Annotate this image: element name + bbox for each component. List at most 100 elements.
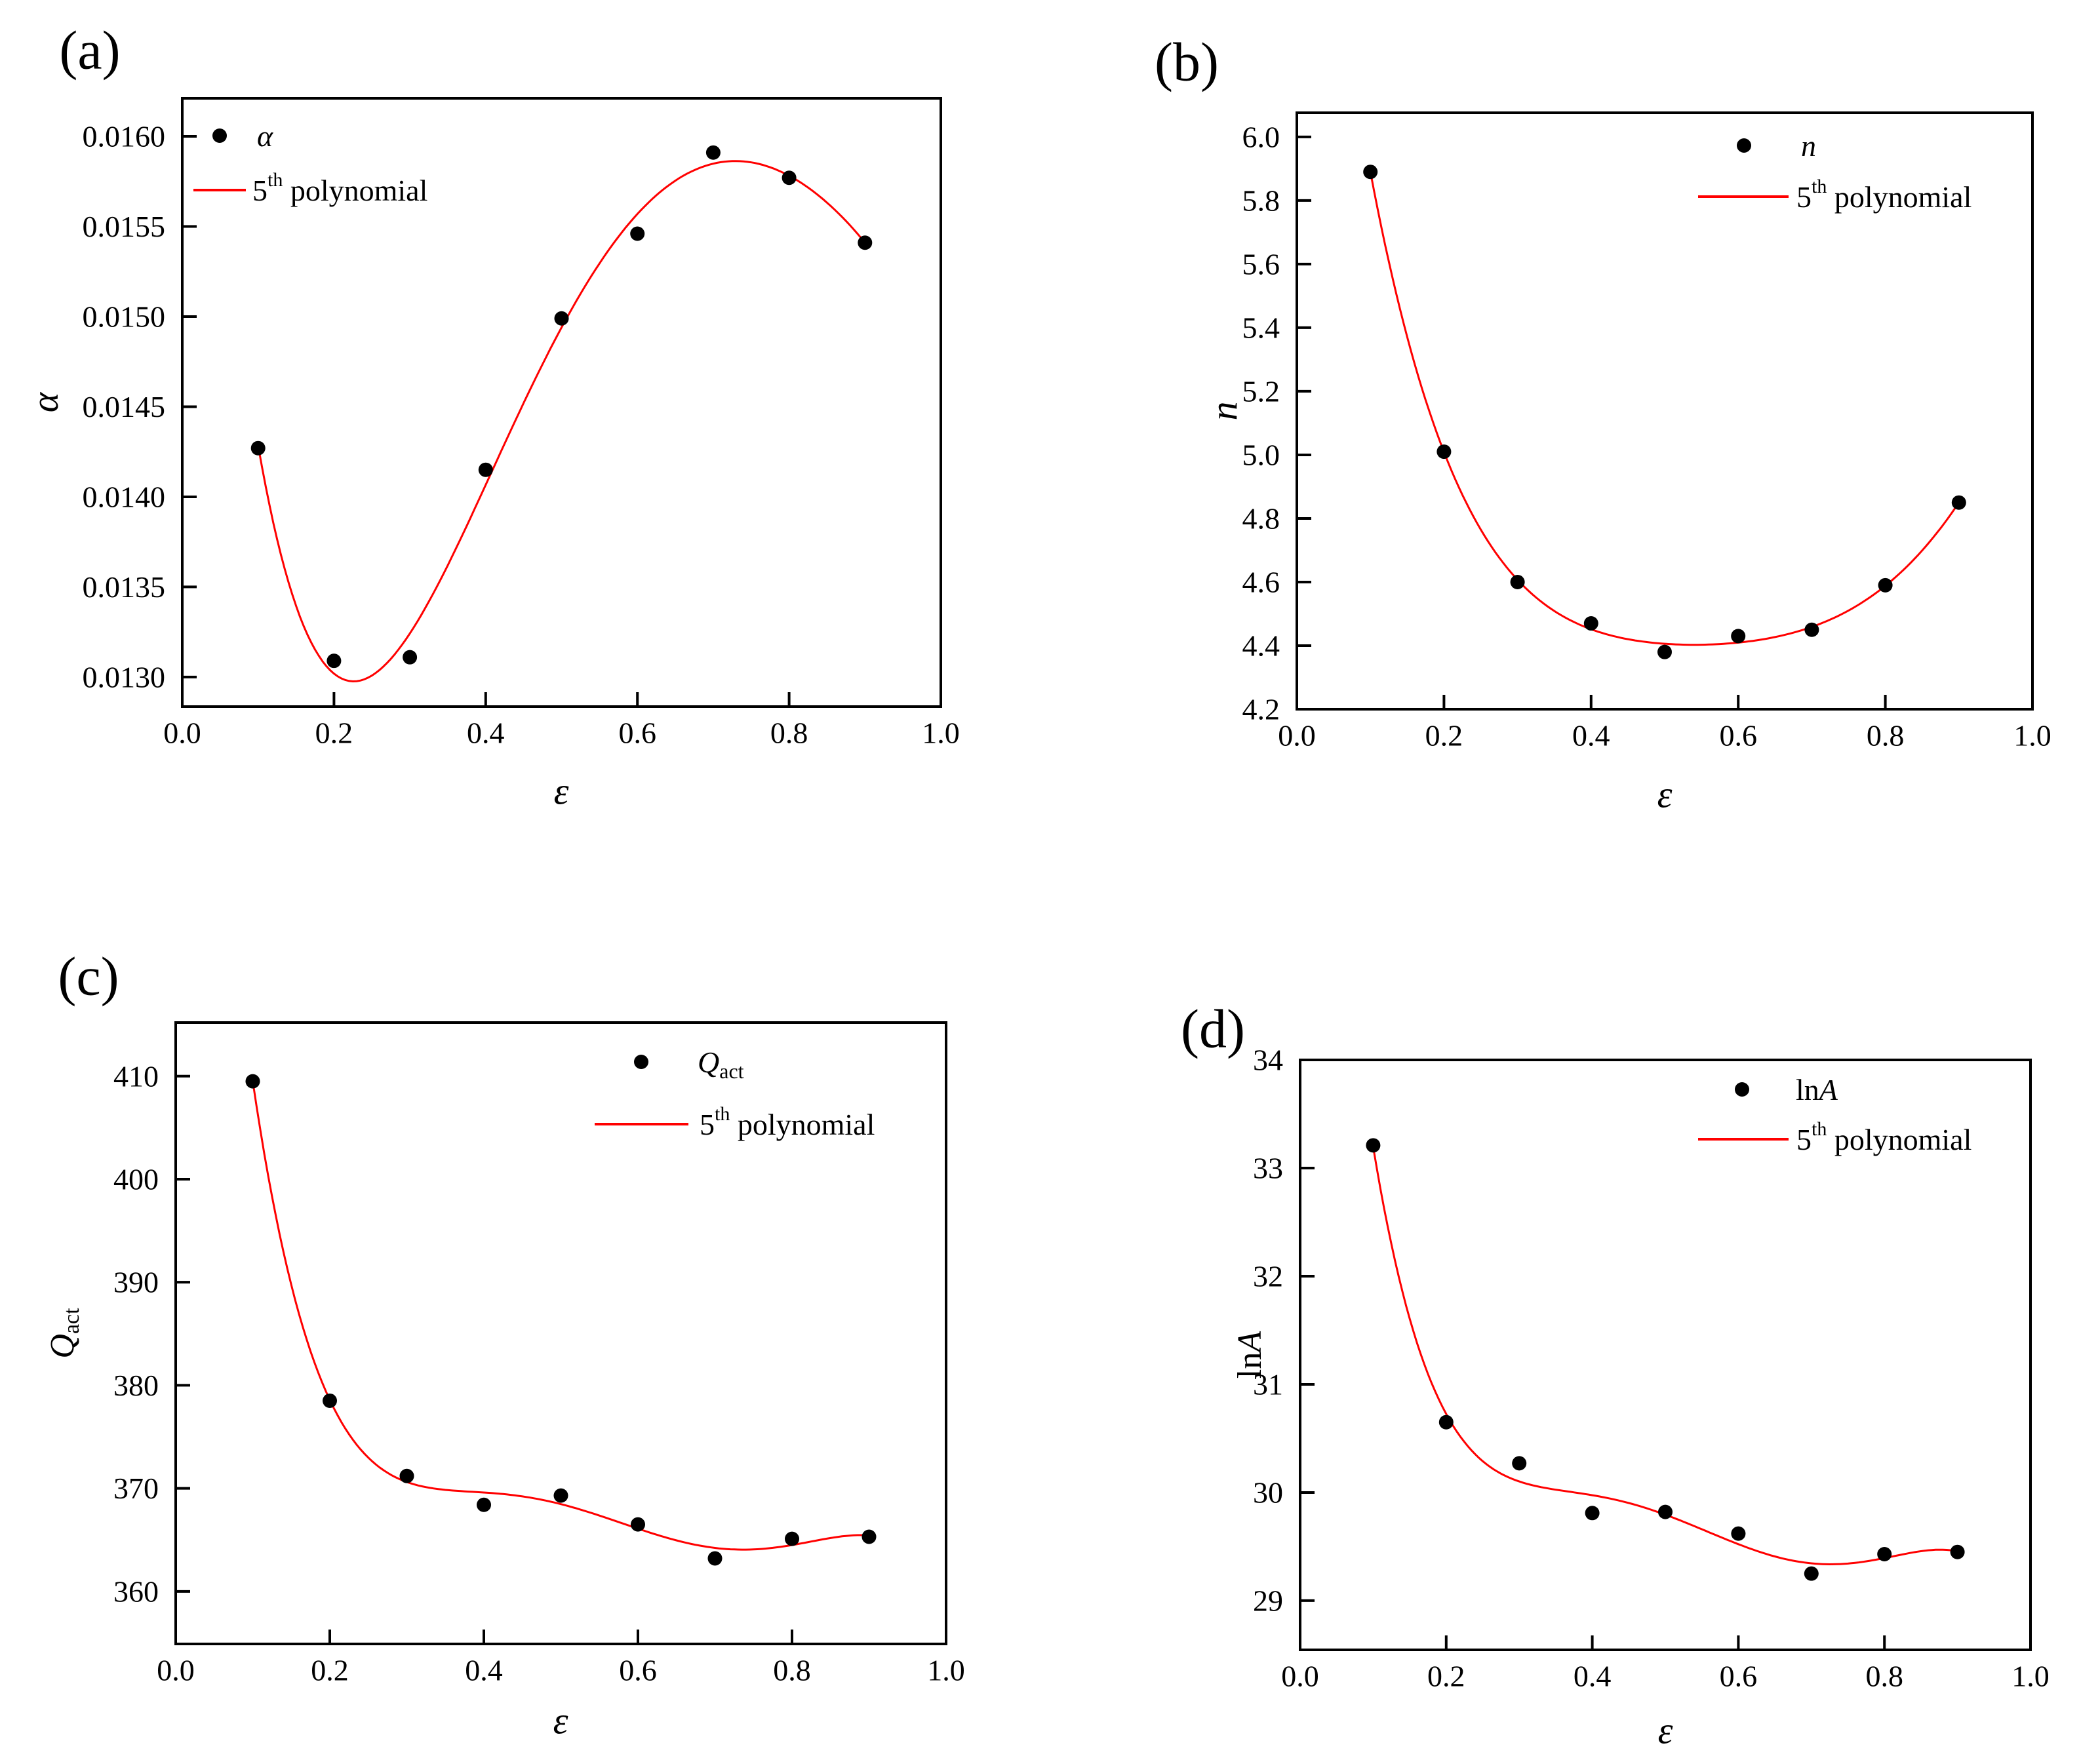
x-tick-label-a: 0.4 [467, 716, 505, 750]
y-axis-label-c: Qact [44, 1308, 84, 1359]
x-tick-label-c: 0.4 [465, 1654, 503, 1687]
fit-curve-b [1369, 171, 1960, 646]
x-tick-label-d: 0.6 [1720, 1660, 1758, 1693]
y-tick-label-c: 410 [113, 1059, 159, 1093]
y-tick-label-d: 33 [1253, 1151, 1283, 1184]
x-tick-label-c: 0.2 [311, 1654, 349, 1687]
legend-fit-label-c: 5th polynomial [700, 1103, 875, 1141]
legend-marker-icon-a [212, 128, 227, 143]
x-tick-label-b: 1.0 [2013, 719, 2051, 752]
panel-letter-b: (b) [1155, 32, 1219, 93]
x-tick-label-c: 0.8 [773, 1654, 811, 1687]
y-tick-label-b: 4.8 [1242, 501, 1280, 535]
data-point-a-5 [630, 226, 645, 241]
x-tick-label-a: 0.2 [315, 716, 353, 750]
fit-curve-c [252, 1081, 869, 1551]
legend-series-label-b: n [1801, 129, 1816, 163]
y-tick-label-b: 4.6 [1242, 565, 1280, 598]
panel-c: 0.0 0.2 0.4 0.6 0.8 1.0 360 370 380 390 400 410 Qact… [44, 947, 965, 1742]
legend-fit-label-d: 5th polynomial [1796, 1118, 1971, 1156]
data-point-c-7 [785, 1531, 799, 1546]
x-tick-label-b: 0.2 [1425, 719, 1463, 752]
panel-b: 0.0 0.2 0.4 0.6 0.8 1.0 4.2 4.4 4.6 4.8 5.0 5.2 5.4 5… [1155, 32, 2051, 816]
fit-curve-a [257, 160, 866, 683]
data-point-b-5 [1731, 629, 1746, 644]
plot-frame-a [181, 97, 942, 708]
y-tick-label-d: 30 [1253, 1475, 1283, 1509]
data-point-c-8 [862, 1529, 877, 1544]
x-tick-label-a: 0.8 [770, 716, 808, 750]
x-tick-label-a: 0.6 [618, 716, 656, 750]
y-tick-label-b: 5.4 [1242, 311, 1280, 344]
data-point-a-0 [250, 440, 266, 456]
data-point-d-1 [1438, 1415, 1454, 1430]
plot-frame-d [1299, 1059, 2032, 1651]
data-point-b-4 [1657, 644, 1672, 659]
panel-letter-d: (d) [1181, 999, 1245, 1060]
data-point-d-4 [1658, 1504, 1673, 1519]
x-axis-label-c: ε [553, 1700, 568, 1742]
y-tick-label-d: 31 [1253, 1367, 1283, 1401]
data-point-c-0 [245, 1074, 260, 1089]
x-tick-label-b: 0.6 [1719, 719, 1757, 752]
data-point-c-2 [399, 1468, 414, 1483]
legend-marker-icon-c [634, 1055, 648, 1069]
data-point-a-1 [327, 654, 342, 669]
data-point-a-3 [478, 462, 493, 477]
data-point-d-5 [1731, 1526, 1746, 1541]
x-tick-label-d: 0.0 [1281, 1660, 1319, 1693]
data-point-d-6 [1804, 1566, 1819, 1581]
legend-marker-icon-b [1737, 138, 1751, 153]
x-tick-label-a: 0.0 [163, 716, 201, 750]
data-point-d-8 [1950, 1544, 1965, 1559]
fit-curve-d [1372, 1146, 1958, 1566]
x-tick-label-c: 0.6 [619, 1654, 657, 1687]
panel-letter-c: (c) [58, 947, 119, 1007]
y-tick-label-b: 6.0 [1242, 120, 1280, 153]
data-point-c-1 [323, 1393, 337, 1408]
x-tick-label-b: 0.8 [1867, 719, 1905, 752]
data-point-c-5 [631, 1517, 645, 1532]
data-point-d-7 [1877, 1546, 1892, 1561]
y-tick-label-c: 400 [113, 1162, 159, 1196]
x-tick-label-d: 1.0 [2011, 1660, 2050, 1693]
data-point-b-3 [1583, 616, 1598, 631]
y-tick-label-c: 370 [113, 1472, 159, 1505]
data-point-b-2 [1510, 574, 1525, 589]
y-axis-label-b: n [1202, 402, 1245, 421]
y-tick-label-c: 380 [113, 1369, 159, 1402]
data-point-a-6 [705, 145, 721, 160]
data-point-c-4 [553, 1488, 568, 1503]
y-tick-label-d: 32 [1253, 1259, 1283, 1293]
data-point-b-8 [1951, 495, 1966, 510]
legend-series-label-a: α [257, 119, 273, 153]
x-tick-label-d: 0.8 [1865, 1660, 1903, 1693]
y-tick-label-b: 4.4 [1242, 629, 1280, 662]
x-tick-label-c: 0.0 [157, 1654, 195, 1687]
y-tick-label-b: 5.2 [1242, 374, 1280, 408]
legend-fit-label-b: 5th polynomial [1796, 176, 1971, 214]
y-tick-label-b: 5.0 [1242, 438, 1280, 471]
data-point-a-7 [782, 170, 797, 186]
y-tick-label-a: 0.0135 [83, 570, 166, 604]
panel-letter-a: (a) [59, 20, 120, 81]
data-point-b-1 [1436, 444, 1452, 459]
panel-d: 0.0 0.2 0.4 0.6 0.8 1.0 29 30 31 32 33 34 lnA 5th pol… [1181, 999, 2050, 1752]
plot-frame-c [174, 1021, 947, 1645]
legend-marker-icon-d [1735, 1082, 1749, 1097]
y-tick-label-c: 360 [113, 1574, 159, 1608]
y-tick-label-b: 5.6 [1242, 247, 1280, 281]
x-tick-label-d: 0.2 [1427, 1660, 1465, 1693]
x-tick-label-d: 0.4 [1574, 1660, 1612, 1693]
data-point-a-8 [858, 235, 873, 250]
x-tick-label-c: 1.0 [927, 1654, 965, 1687]
legend-series-label-d: lnA [1796, 1073, 1838, 1106]
x-tick-label-a: 1.0 [922, 716, 960, 750]
legend-fit-label-a: 5th polynomial [252, 169, 427, 207]
legend-series-label-c: Qact [698, 1045, 744, 1084]
y-tick-label-a: 0.0130 [83, 660, 166, 693]
x-axis-label-b: ε [1657, 773, 1673, 816]
data-point-d-0 [1366, 1138, 1381, 1153]
y-tick-label-c: 390 [113, 1266, 159, 1299]
